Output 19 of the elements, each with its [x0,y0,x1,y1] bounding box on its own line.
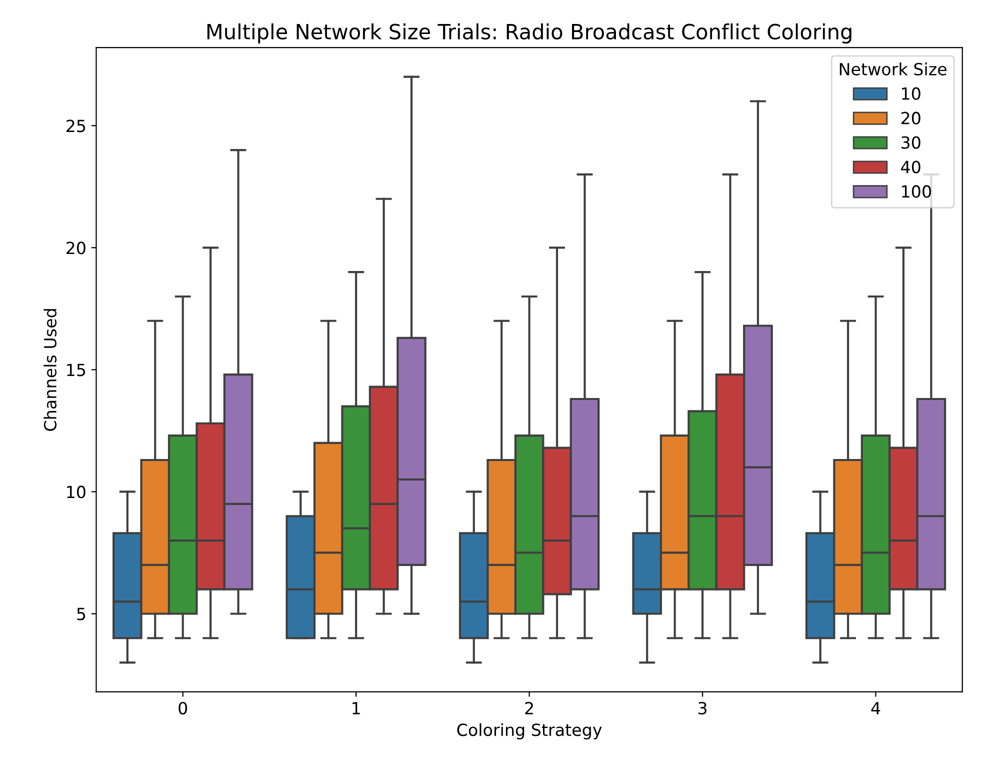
legend-title: Network Size [840,62,946,76]
y-tick-label: 10 [67,486,86,498]
x-axis-title: Coloring Strategy [457,723,602,740]
y-tick-label: 20 [66,242,86,254]
chart-title: Multiple Network Size Trials: Radio Broadcast Conflict Coloring [207,23,852,44]
x-tick-label: 2 [525,702,533,714]
legend-label: 20 [901,112,920,124]
legend-label: 10 [902,87,920,100]
x-tick-label: 0 [178,702,188,714]
y-axis-title: Channels Used [44,309,57,431]
x-tick-label: 1 [352,702,360,714]
y-tick-label: 25 [66,120,86,132]
x-tick-label: 3 [698,702,706,714]
legend-label: 100 [902,185,931,198]
y-tick-label: 5 [77,608,86,620]
legend-label: 40 [901,160,920,174]
legend-label: 30 [902,136,920,149]
x-tick-label: 4 [871,702,880,714]
y-tick-label: 15 [67,364,86,376]
